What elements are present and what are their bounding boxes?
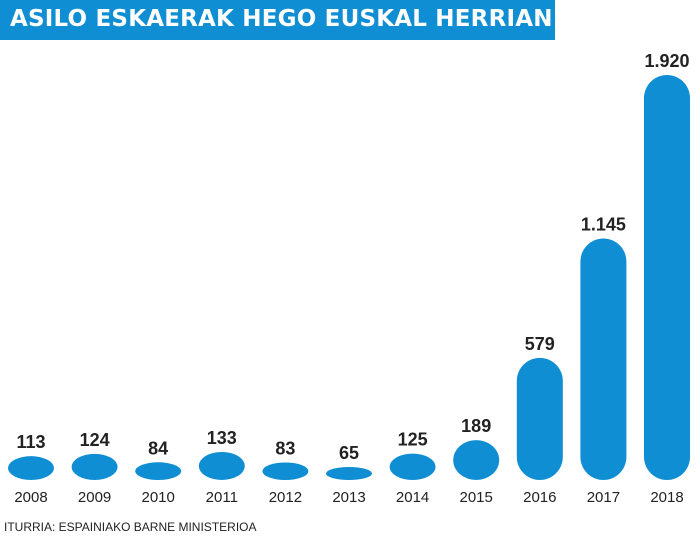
bar-2014 [389,453,436,480]
x-tick-2012: 2012 [269,489,302,506]
value-label-2010: 84 [148,438,168,458]
value-label-2016: 579 [525,334,555,354]
value-label-2014: 125 [398,430,428,450]
x-tick-2017: 2017 [587,489,620,506]
x-tick-2010: 2010 [142,489,175,506]
x-tick-2014: 2014 [396,489,429,506]
bar-2010 [135,462,182,480]
bar-2016 [516,357,563,480]
value-label-2009: 124 [80,430,110,450]
value-label-2018: 1.920 [644,51,689,71]
value-label-2017: 1.145 [581,214,626,234]
value-label-2013: 65 [339,443,359,463]
source-note: ITURRIA: ESPAINIAKO BARNE MINISTERIOA [4,520,257,534]
x-tick-2016: 2016 [523,489,556,506]
value-label-2008: 113 [16,432,45,452]
bar-2009 [71,453,118,480]
x-tick-2015: 2015 [460,489,493,506]
bar-2017 [580,238,627,480]
value-label-2011: 133 [207,428,237,448]
x-tick-2011: 2011 [206,489,238,506]
x-tick-2008: 2008 [14,489,47,506]
x-tick-2009: 2009 [78,489,111,506]
chart-title: ASILO ESKAERAK HEGO EUSKAL HERRIAN [10,6,553,32]
bar-2018 [644,75,690,480]
bar-2011 [198,451,245,480]
bar-2013 [326,467,372,480]
bar-2008 [8,456,54,480]
title-banner: ASILO ESKAERAK HEGO EUSKAL HERRIAN [0,0,555,40]
bar-2012 [262,462,309,480]
value-label-2015: 189 [461,416,491,436]
x-tick-2018: 2018 [650,489,683,506]
bar-2015 [453,440,500,480]
x-tick-2013: 2013 [332,489,365,506]
value-label-2012: 83 [275,438,295,458]
